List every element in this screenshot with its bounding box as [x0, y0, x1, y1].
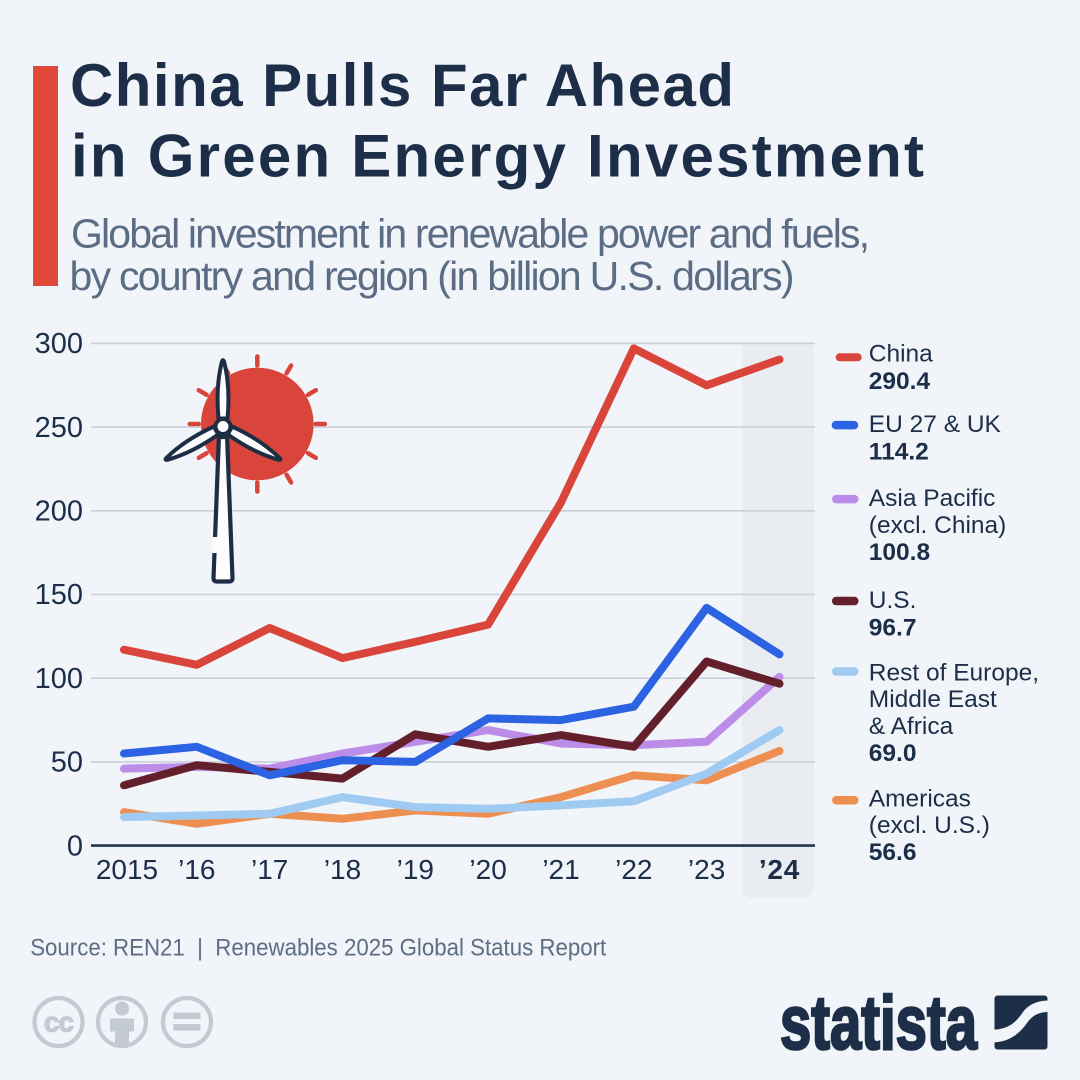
svg-text:150: 150	[35, 579, 83, 611]
svg-text:’18: ’18	[324, 854, 361, 885]
svg-text:Middle East: Middle East	[869, 686, 997, 713]
svg-text:China: China	[869, 341, 933, 368]
svg-text:’22: ’22	[615, 854, 652, 885]
svg-text:Asia Pacific: Asia Pacific	[869, 485, 996, 512]
svg-text:56.6: 56.6	[869, 839, 917, 866]
svg-text:0: 0	[67, 830, 83, 862]
svg-text:’21: ’21	[542, 854, 579, 885]
svg-text:& Africa: & Africa	[869, 713, 954, 740]
svg-text:Global investment in renewable: Global investment in renewable power and…	[71, 211, 870, 257]
svg-text:statista: statista	[780, 981, 978, 1066]
svg-text:Americas: Americas	[869, 785, 971, 812]
svg-text:69.0: 69.0	[869, 740, 917, 767]
svg-text:100.8: 100.8	[869, 539, 930, 566]
svg-text:(excl. China): (excl. China)	[869, 512, 1007, 539]
svg-text:300: 300	[35, 328, 83, 360]
svg-text:China Pulls Far Ahead: China Pulls Far Ahead	[70, 52, 734, 119]
svg-text:50: 50	[51, 747, 83, 779]
svg-text:by country and region (in bill: by country and region (in billion U.S. d…	[70, 253, 795, 299]
svg-text:114.2: 114.2	[869, 438, 929, 465]
svg-text:U.S.: U.S.	[869, 587, 917, 614]
svg-text:Rest of Europe,: Rest of Europe,	[869, 659, 1039, 686]
svg-text:’23: ’23	[688, 854, 725, 885]
svg-text:250: 250	[35, 412, 83, 444]
svg-text:in Green Energy Investment: in Green Energy Investment	[71, 123, 924, 190]
svg-text:’20: ’20	[469, 854, 506, 885]
svg-text:200: 200	[35, 496, 83, 528]
svg-text:Source: REN21 | Renewables 2: Source: REN21 | Renewables 2025 Global S…	[30, 935, 606, 962]
svg-text:’19: ’19	[397, 854, 434, 885]
svg-text:’17: ’17	[251, 854, 288, 885]
svg-text:290.4: 290.4	[869, 368, 931, 395]
svg-text:96.7: 96.7	[869, 615, 917, 642]
svg-text:(excl. U.S.): (excl. U.S.)	[869, 812, 990, 839]
svg-text:EU 27 & UK: EU 27 & UK	[869, 411, 1002, 438]
svg-text:2015: 2015	[96, 854, 158, 885]
svg-text:cc: cc	[44, 1007, 74, 1038]
svg-text:100: 100	[35, 663, 83, 695]
svg-text:’24: ’24	[759, 854, 800, 885]
svg-text:’16: ’16	[178, 854, 215, 885]
